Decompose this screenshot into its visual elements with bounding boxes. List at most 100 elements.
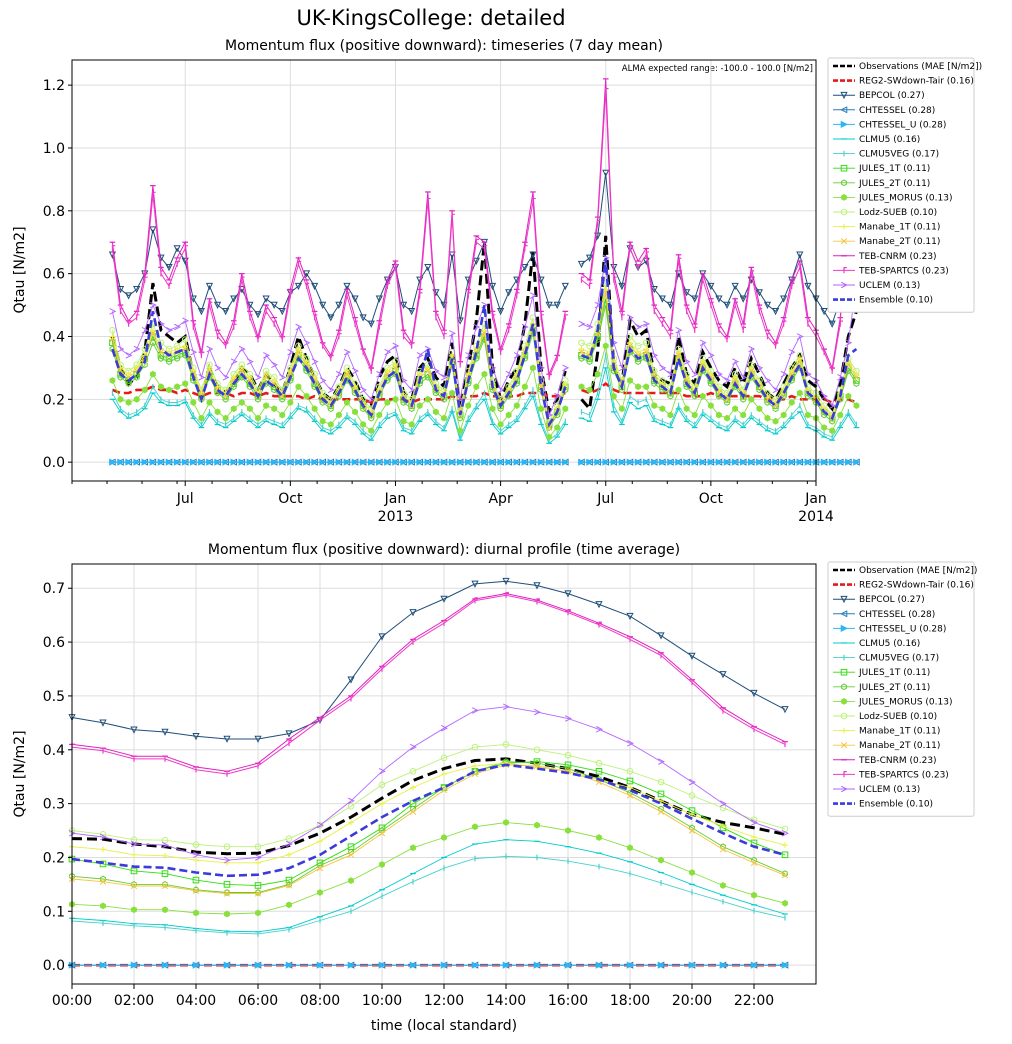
point-uclem	[263, 352, 271, 359]
point-uclem	[214, 364, 222, 372]
legend-label: JULES_1T (0.11)	[858, 668, 930, 678]
legend-entry-manabe-1t: Manabe_1T (0.11)	[833, 727, 940, 737]
point-jules-morus	[287, 399, 294, 406]
point-bepcol	[577, 260, 586, 269]
point-bepcol	[763, 301, 772, 309]
point-manabe-2t	[206, 367, 213, 375]
point-jules-morus	[586, 386, 593, 394]
point-teb-spartcs	[225, 342, 229, 349]
legend-entry-jules-1t: JULES_1T (0.11)	[833, 668, 930, 678]
point-bepcol	[553, 301, 561, 309]
legend-entry-clmu5: CLMU5 (0.16)	[833, 639, 920, 649]
point-chtessel-u	[335, 458, 343, 466]
point-chtessel-u	[440, 458, 448, 466]
point-uclem	[368, 396, 376, 403]
point-teb-spartcs	[564, 314, 569, 321]
point-chtessel-u	[238, 458, 246, 466]
legend-label: CHTESSEL (0.28)	[859, 610, 935, 620]
point-jules-morus	[837, 411, 844, 419]
point-jules-morus	[627, 377, 633, 384]
point-chtessel-u	[804, 458, 812, 466]
point-uclem	[683, 358, 691, 365]
point-chtessel-u	[521, 458, 529, 466]
point-bepcol	[780, 295, 788, 303]
timeseries-chart: Momentum flux (positive downward): times…	[12, 38, 982, 525]
point-chtessel-u	[214, 458, 222, 466]
point-uclem	[764, 377, 772, 384]
point-uclem	[125, 352, 133, 359]
point-bepcol	[796, 251, 804, 259]
point-jules-2t	[295, 355, 302, 362]
point-uclem	[756, 364, 764, 372]
point-jules-morus	[596, 834, 602, 841]
point-uclem	[149, 301, 157, 309]
point-chtessel-u	[262, 458, 271, 466]
point-jules-morus	[392, 395, 399, 403]
point-jules-morus	[720, 882, 726, 889]
series-line-jules-morus	[71, 822, 786, 915]
point-jules-morus	[699, 392, 706, 400]
point-uclem	[657, 758, 665, 765]
point-teb-spartcs	[200, 351, 205, 359]
point-manabe-1t	[125, 371, 132, 377]
point-teb-spartcs	[750, 270, 755, 277]
point-manabe-1t	[751, 834, 757, 840]
point-jules-morus	[400, 417, 407, 425]
legend-label: JULES_MORUS (0.13)	[858, 697, 952, 707]
point-jules-morus	[125, 399, 132, 406]
point-teb-spartcs	[459, 361, 463, 368]
point-bepcol	[335, 301, 343, 309]
point-jules-morus	[554, 424, 561, 431]
point-manabe-1t	[578, 346, 585, 352]
point-uclem	[471, 707, 479, 714]
point-bepcol	[564, 590, 572, 598]
point-lodz-sueb	[192, 841, 200, 848]
x-tick-label: 16:00	[548, 993, 588, 1009]
point-jules-1t	[626, 777, 634, 785]
point-chtessel-u	[347, 961, 355, 969]
point-uclem	[246, 358, 254, 365]
point-jules-2t	[158, 355, 164, 362]
legend-entry-chtessel: CHTESSEL (0.28)	[833, 610, 935, 620]
series-clmu5	[109, 367, 860, 445]
point-teb-spartcs	[758, 307, 763, 315]
legend-box	[827, 57, 975, 313]
point-jules-morus	[610, 392, 617, 400]
point-jules-morus	[182, 380, 189, 387]
point-uclem	[845, 339, 853, 347]
point-uclem	[578, 320, 586, 328]
x-tick-label: 22:00	[734, 993, 774, 1009]
point-chtessel-u	[400, 458, 408, 466]
y-tick-label: 0.6	[43, 635, 65, 651]
point-chtessel-u	[359, 458, 368, 466]
point-uclem	[562, 364, 570, 372]
point-jules-1t	[595, 768, 603, 775]
point-uclem	[780, 370, 788, 378]
point-chtessel-u	[316, 961, 324, 969]
point-teb-spartcs	[580, 276, 585, 283]
point-chtessel-u	[319, 458, 327, 466]
point-teb-spartcs	[412, 638, 416, 645]
point-uclem	[327, 386, 335, 394]
point-jules-1t	[223, 881, 231, 888]
legend-entry-teb-spartcs: TEB-SPARTCS (0.23)	[833, 770, 949, 780]
point-manabe-1t	[782, 842, 788, 848]
point-manabe-1t	[602, 286, 609, 293]
point-manabe-2t	[424, 367, 431, 375]
point-teb-spartcs	[386, 282, 391, 290]
point-manabe-2t	[643, 349, 650, 356]
point-teb-spartcs	[350, 695, 354, 702]
point-jules-1t	[192, 876, 200, 884]
point-jules-2t	[586, 358, 593, 365]
point-chtessel-u	[723, 458, 731, 466]
point-lodz-sueb	[440, 754, 448, 762]
point-manabe-1t	[206, 365, 213, 371]
point-manabe-1t	[150, 327, 156, 333]
point-bepcol	[658, 295, 666, 303]
point-bepcol	[585, 254, 594, 262]
point-chtessel-u	[828, 458, 837, 466]
point-jules-morus	[489, 405, 496, 413]
point-lodz-sueb	[642, 339, 650, 347]
point-jules-morus	[198, 414, 205, 422]
point-uclem	[719, 800, 727, 807]
